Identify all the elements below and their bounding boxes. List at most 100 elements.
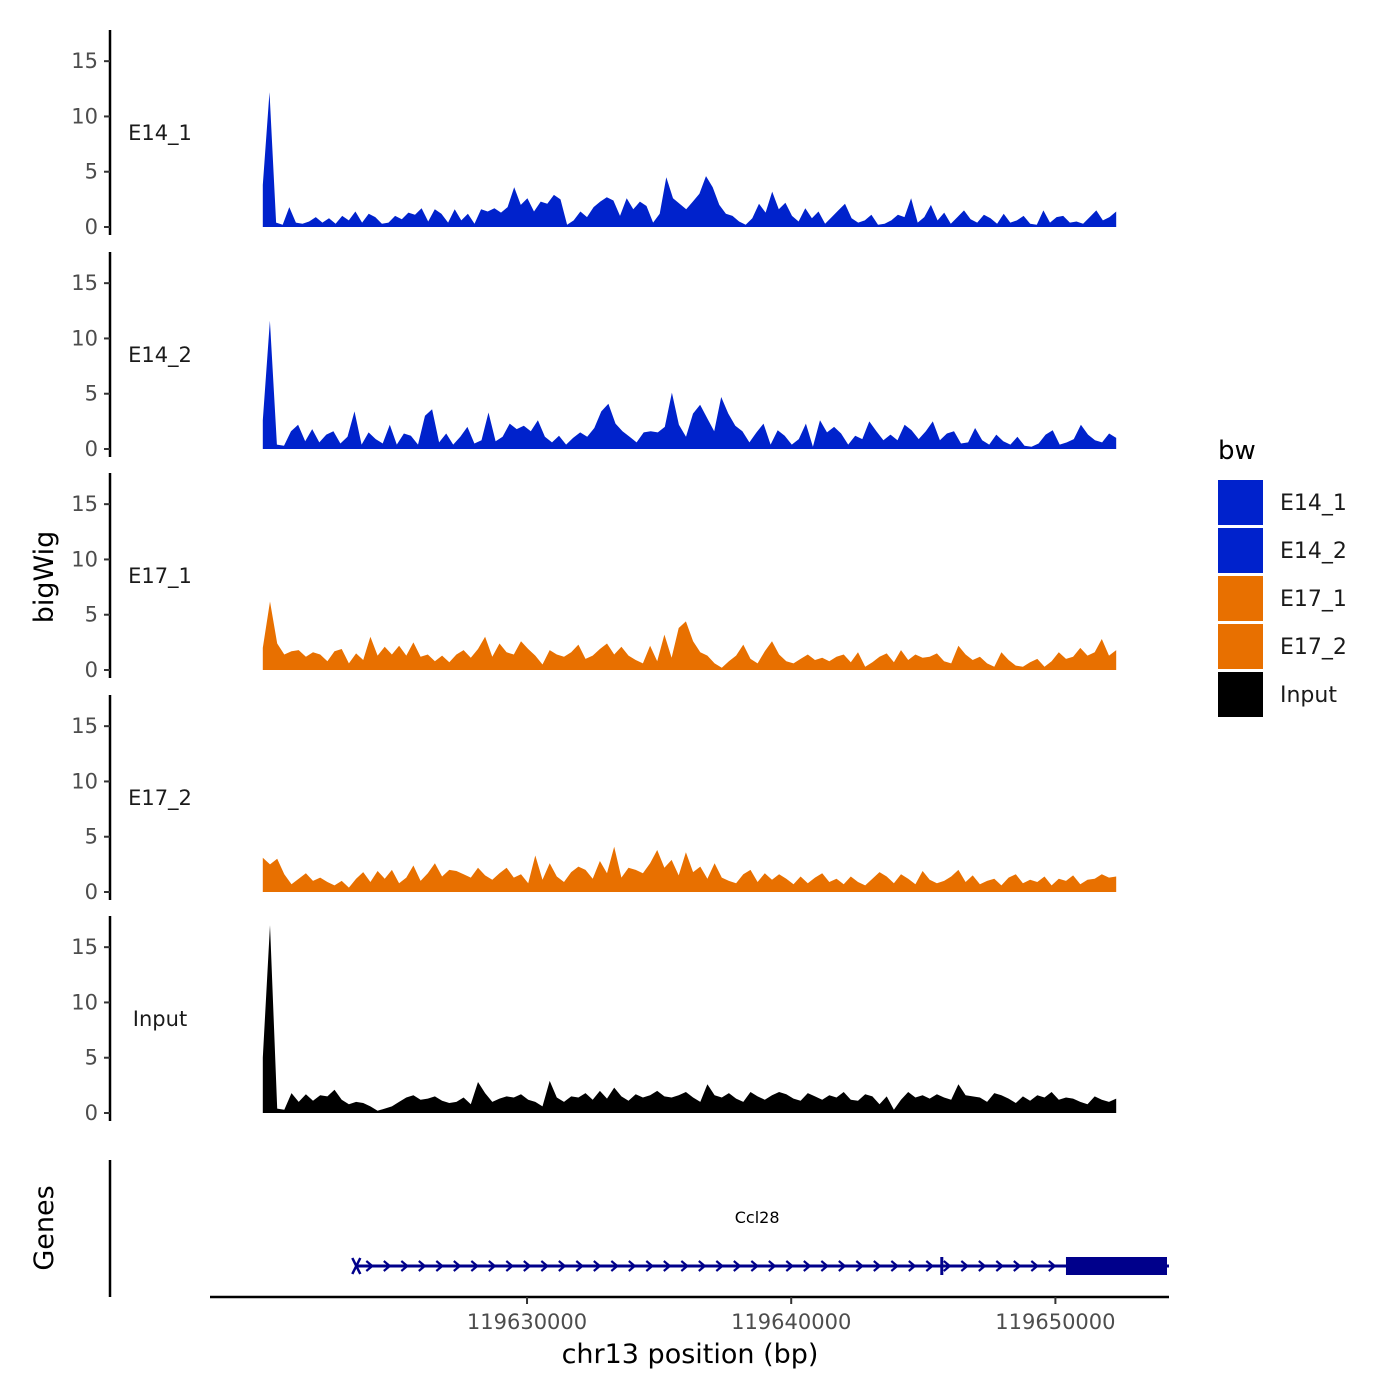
strand-arrow — [768, 1260, 777, 1272]
strand-arrow — [733, 1260, 742, 1272]
gene-ccl28: Ccl28 — [351, 1208, 1169, 1275]
strand-arrow — [558, 1260, 567, 1272]
strand-arrow — [908, 1260, 917, 1272]
strand-arrow — [750, 1260, 760, 1272]
y-tick-label: 15 — [71, 271, 98, 295]
legend-key-input — [1218, 672, 1263, 717]
strand-arrow — [698, 1260, 707, 1272]
strand-arrow — [960, 1260, 970, 1272]
x-tick-label: 119630000 — [467, 1310, 587, 1334]
gene-exon — [1065, 1257, 1167, 1275]
strand-arrow — [995, 1260, 1005, 1272]
y-tick-label: 15 — [71, 714, 98, 738]
strand-arrow — [715, 1260, 725, 1272]
strand-arrow — [855, 1260, 865, 1272]
strand-arrow — [628, 1260, 637, 1272]
legend-label: E17_1 — [1280, 587, 1347, 612]
track-input: 0 5 10 15 Input — [71, 916, 1117, 1125]
strand-arrow — [400, 1260, 410, 1272]
legend-label: E17_2 — [1280, 635, 1347, 660]
y-tick-label: 10 — [71, 104, 98, 128]
strand-arrow — [890, 1260, 900, 1272]
genes-axis-title: Genes — [29, 1185, 60, 1270]
coverage-area — [262, 925, 1117, 1113]
legend-label: E14_1 — [1280, 491, 1347, 516]
track-e14-1: 0 5 10 15 E14_1 — [71, 30, 1117, 239]
x-axis: 119630000 119640000 119650000 — [210, 1295, 1169, 1334]
x-axis-title: chr13 position (bp) — [562, 1339, 819, 1370]
y-tick-label: 10 — [71, 990, 98, 1014]
strand-arrow — [645, 1260, 655, 1272]
strand-arrow — [785, 1260, 795, 1272]
strand-arrow — [523, 1260, 532, 1272]
strand-arrow — [453, 1260, 462, 1272]
legend-key-e17-2 — [1218, 624, 1263, 669]
strand-arrow — [680, 1260, 690, 1272]
coverage-area — [262, 846, 1117, 892]
coverage-tracks: 0 5 10 15 E14_1 0 5 10 15 E14_2 0 5 10 15 E17_1 0 5 10 15 E… — [71, 30, 1117, 1125]
track-e17-1: 0 5 10 15 E17_1 — [71, 473, 1117, 682]
strand-arrow — [1030, 1260, 1040, 1272]
legend-label: Input — [1280, 683, 1337, 708]
track-e14-2: 0 5 10 15 E14_2 — [71, 252, 1117, 461]
y-tick-label: 5 — [85, 382, 98, 406]
gene-start-marker — [351, 1257, 362, 1275]
strand-arrow — [1048, 1260, 1057, 1272]
y-tick-label: 0 — [85, 437, 98, 461]
y-tick-label: 10 — [71, 547, 98, 571]
legend-key-e14-1 — [1218, 480, 1263, 525]
y-tick-label: 5 — [85, 160, 98, 184]
track-label: E14_2 — [128, 343, 192, 368]
strand-arrow — [838, 1260, 847, 1272]
strand-arrow — [470, 1260, 480, 1272]
strand-arrow — [505, 1260, 515, 1272]
y-tick-label: 5 — [85, 825, 98, 849]
legend-title: bw — [1218, 436, 1256, 466]
strand-arrow — [383, 1260, 392, 1272]
gene-name-label: Ccl28 — [735, 1208, 780, 1227]
coverage-area — [262, 320, 1117, 449]
strand-arrow — [978, 1260, 987, 1272]
y-tick-label: 5 — [85, 1046, 98, 1070]
track-label: E17_2 — [128, 786, 192, 811]
x-tick-label: 119640000 — [731, 1310, 851, 1334]
strand-arrow — [925, 1260, 935, 1272]
legend-key-e14-2 — [1218, 528, 1263, 573]
track-label: E17_1 — [128, 564, 192, 589]
track-e17-2: 0 5 10 15 E17_2 — [71, 695, 1117, 904]
track-label: E14_1 — [128, 121, 192, 146]
strand-arrow — [575, 1260, 585, 1272]
y-tick-label: 10 — [71, 326, 98, 350]
legend: bw E14_1 E14_2 E17_1 E17_2 Input — [1218, 436, 1347, 717]
x-tick-label: 119650000 — [995, 1310, 1115, 1334]
gene-track: Ccl28 — [108, 1160, 1169, 1297]
strand-arrow — [365, 1260, 375, 1272]
y-axis-title: bigWig — [29, 531, 60, 624]
y-tick-label: 15 — [71, 49, 98, 73]
y-tick-label: 10 — [71, 769, 98, 793]
y-tick-label: 15 — [71, 492, 98, 516]
strand-arrow — [435, 1260, 445, 1272]
strand-arrow — [593, 1260, 602, 1272]
strand-arrow — [540, 1260, 550, 1272]
strand-arrow — [873, 1260, 882, 1272]
strand-arrow — [943, 1260, 952, 1272]
strand-arrow — [610, 1260, 620, 1272]
legend-label: E14_2 — [1280, 539, 1347, 564]
y-tick-label: 5 — [85, 603, 98, 627]
y-tick-label: 0 — [85, 1101, 98, 1125]
strand-arrow — [418, 1260, 427, 1272]
y-tick-label: 15 — [71, 935, 98, 959]
track-label: Input — [133, 1007, 187, 1031]
legend-key-e17-1 — [1218, 576, 1263, 621]
y-tick-label: 0 — [85, 658, 98, 682]
strand-arrow — [820, 1260, 830, 1272]
strand-arrow — [488, 1260, 497, 1272]
y-tick-label: 0 — [85, 215, 98, 239]
strand-arrow — [663, 1260, 672, 1272]
strand-arrow — [803, 1260, 812, 1272]
coverage-area — [262, 601, 1117, 670]
y-tick-label: 0 — [85, 880, 98, 904]
strand-arrow — [1013, 1260, 1022, 1272]
